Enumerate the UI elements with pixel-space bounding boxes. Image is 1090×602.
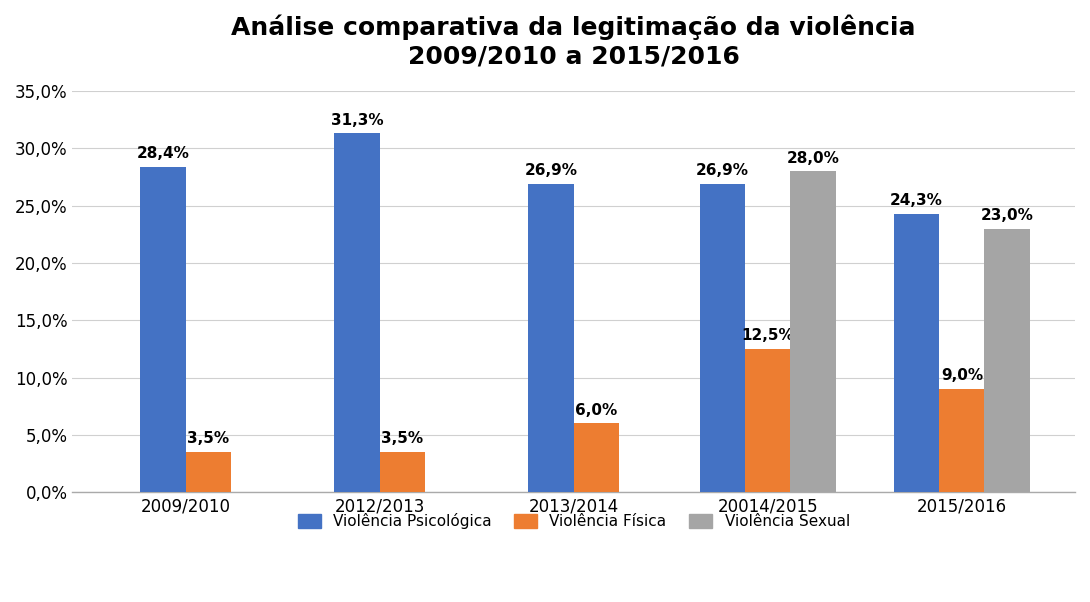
Legend: Violência Psicológica, Violência Física, Violência Sexual: Violência Psicológica, Violência Física,… [290,506,858,537]
Bar [894,214,940,492]
Text: 23,0%: 23,0% [981,208,1033,223]
Bar [185,452,231,492]
Text: 26,9%: 26,9% [524,163,578,178]
Text: 24,3%: 24,3% [891,193,943,208]
Text: 31,3%: 31,3% [330,113,384,128]
Bar [573,423,619,492]
Text: 3,5%: 3,5% [187,432,229,447]
Bar [529,184,573,492]
Bar [141,167,185,492]
Bar [335,134,379,492]
Text: 6,0%: 6,0% [576,403,618,418]
Bar [790,172,836,492]
Bar [700,184,746,492]
Text: 26,9%: 26,9% [697,163,749,178]
Text: 12,5%: 12,5% [741,328,795,343]
Bar [940,389,984,492]
Title: Análise comparativa da legitimação da violência
2009/2010 a 2015/2016: Análise comparativa da legitimação da vi… [231,15,916,68]
Bar [746,349,790,492]
Text: 28,0%: 28,0% [787,150,839,166]
Bar [379,452,425,492]
Text: 3,5%: 3,5% [382,432,423,447]
Text: 9,0%: 9,0% [941,368,983,383]
Bar [984,229,1030,492]
Text: 28,4%: 28,4% [136,146,190,161]
